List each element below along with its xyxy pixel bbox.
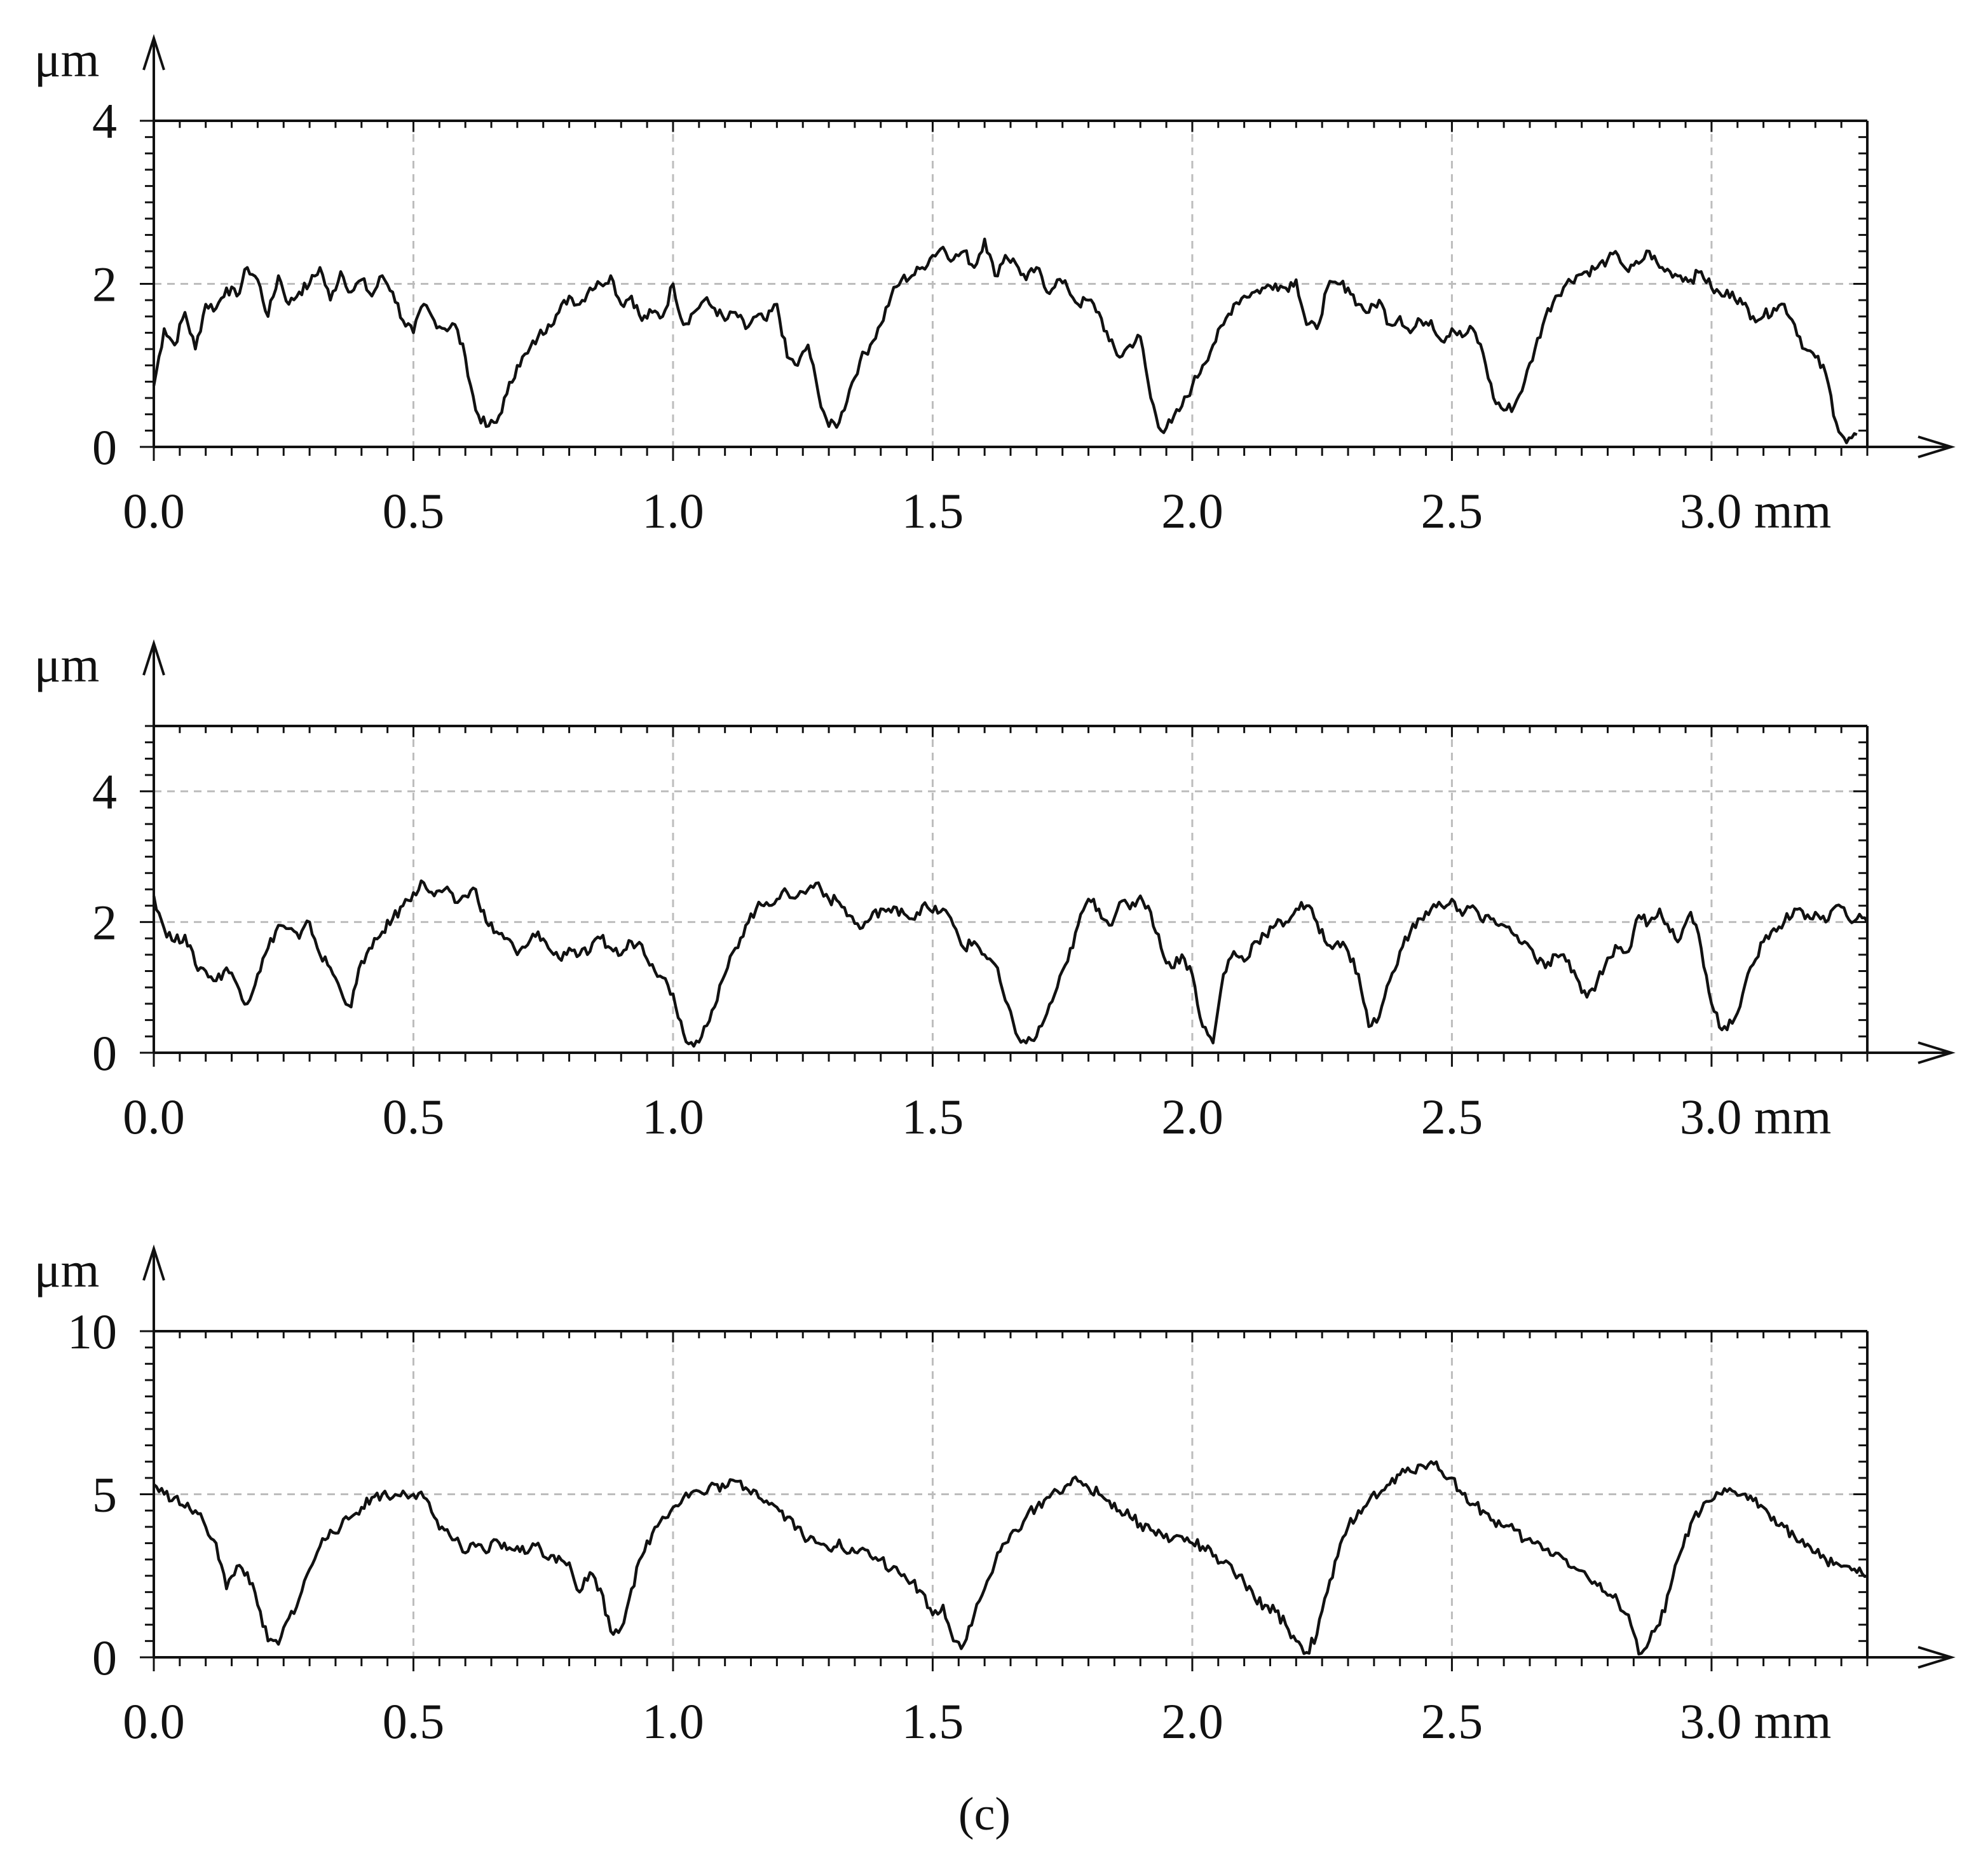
profile-line xyxy=(152,879,1869,1048)
y-tick-label: 0 xyxy=(92,1025,117,1081)
x-tick-label: 3.0 mm xyxy=(1680,1694,1831,1749)
x-tick-label: 2.5 xyxy=(1421,1089,1483,1144)
profile-chart-3: 0 5 10 μm 0.0 0.5 1.0 1.5 2.0 2.5 3.0 mm xyxy=(34,1242,1956,1749)
x-tick-label: 1.5 xyxy=(902,483,964,538)
x-tick-label: 2.0 xyxy=(1161,483,1223,538)
y-tick-label: 0 xyxy=(92,1630,117,1685)
y-tick-label: 2 xyxy=(92,894,117,950)
x-tick-label: 0.0 xyxy=(123,1694,185,1749)
x-tick-label: 0.5 xyxy=(383,483,445,538)
y-tick-label: 4 xyxy=(92,764,117,819)
figure-caption: (c) xyxy=(958,1788,1011,1840)
profile-line xyxy=(153,1460,1868,1656)
x-tick-label: 3.0 mm xyxy=(1680,1089,1831,1144)
x-tick-label: 2.5 xyxy=(1421,1694,1483,1749)
profile-chart-2: 0 2 4 μm 0.0 0.5 1.0 1.5 2.0 2.5 3.0 mm xyxy=(34,637,1956,1144)
x-tick-label: 2.5 xyxy=(1421,483,1483,538)
y-unit-label: μm xyxy=(34,32,100,87)
profile-line xyxy=(152,237,1858,444)
y-axis-arrow xyxy=(142,34,165,71)
y-unit-label: μm xyxy=(34,637,100,692)
x-axis-arrow xyxy=(1918,1646,1956,1669)
x-tick-label: 1.0 xyxy=(642,1694,704,1749)
x-tick-label: 0.0 xyxy=(123,1089,185,1144)
y-axis-arrow xyxy=(142,639,165,676)
profile-chart-1: 0 2 4 μm 0.0 0.5 1.0 1.5 2.0 2.5 3.0 mm xyxy=(34,32,1956,538)
y-tick-label: 10 xyxy=(67,1304,117,1359)
x-tick-label: 1.5 xyxy=(902,1089,964,1144)
y-tick-label: 4 xyxy=(92,93,117,149)
x-tick-label: 0.5 xyxy=(383,1694,445,1749)
x-tick-label: 1.5 xyxy=(902,1694,964,1749)
x-tick-label: 0.0 xyxy=(123,483,185,538)
x-axis-arrow xyxy=(1918,435,1956,458)
x-tick-label: 0.5 xyxy=(383,1089,445,1144)
x-tick-label: 1.0 xyxy=(642,483,704,538)
y-axis-arrow xyxy=(142,1244,165,1281)
x-tick-label: 3.0 mm xyxy=(1680,483,1831,538)
y-unit-label: μm xyxy=(34,1242,100,1297)
x-axis-arrow xyxy=(1918,1041,1956,1064)
y-tick-label: 2 xyxy=(92,257,117,312)
x-tick-label: 2.0 xyxy=(1161,1694,1223,1749)
y-tick-label: 0 xyxy=(92,420,117,475)
x-tick-label: 1.0 xyxy=(642,1089,704,1144)
y-tick-label: 5 xyxy=(92,1467,117,1523)
x-tick-label: 2.0 xyxy=(1161,1089,1223,1144)
